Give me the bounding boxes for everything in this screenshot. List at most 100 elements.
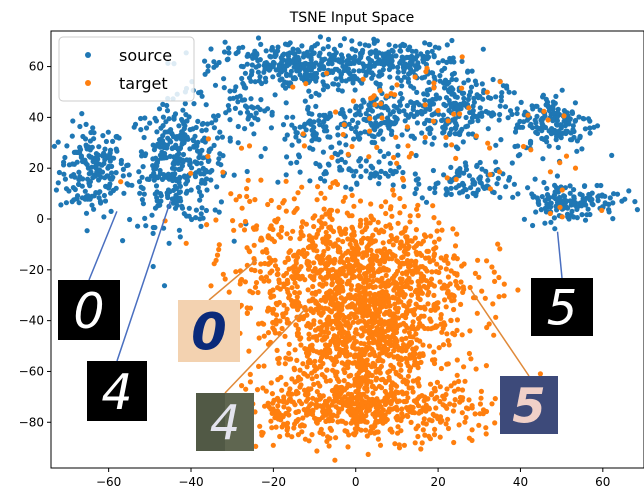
target-point [305,391,311,397]
thumbnail-connector [556,231,563,279]
target-point [428,233,434,239]
target-point [365,362,371,368]
source-point [610,200,616,206]
source-point [249,62,255,68]
target-point [394,281,400,288]
source-point [541,179,547,186]
target-point [337,271,343,277]
target-point [291,209,297,215]
target-point [377,88,383,94]
source-point [199,121,205,127]
source-point [449,37,455,44]
source-point [335,82,341,88]
source-point [318,175,324,182]
target-point [408,285,414,292]
target-point [326,418,332,424]
source-point [295,47,301,53]
source-point [376,131,382,137]
target-point [307,324,313,330]
source-point [399,132,405,138]
target-point [327,378,333,384]
target-point [274,408,281,414]
source-point [502,104,509,110]
target-point [330,180,336,186]
digit-thumbnail-0-target: 0 [178,300,240,363]
source-point [222,39,228,45]
target-point [338,418,344,424]
source-point [348,125,355,132]
source-point [292,76,299,82]
target-point [291,425,297,431]
source-point [498,98,504,104]
target-point [557,160,563,166]
target-point [492,278,498,284]
target-point [299,224,305,230]
source-point [466,173,472,179]
source-point [225,103,231,109]
source-point [311,50,317,56]
target-point [406,355,413,361]
source-point [373,120,379,126]
target-point [314,389,320,395]
source-point [161,144,167,151]
source-point [574,138,581,144]
target-point [352,426,358,432]
target-point [437,419,444,425]
source-point [358,173,364,180]
source-point [211,59,217,65]
source-point [244,109,251,115]
target-point [431,349,437,355]
source-point [554,197,561,203]
source-point [226,50,232,56]
target-point [398,239,404,245]
target-point [442,297,448,303]
target-point [274,347,280,353]
source-point [548,200,554,206]
source-point [199,128,205,134]
target-point [466,350,472,357]
source-point [386,125,392,131]
source-point [91,136,97,142]
target-point [436,345,442,351]
source-point [159,176,166,182]
source-point [358,104,364,110]
target-point [334,376,340,382]
source-point [343,78,349,84]
source-point [408,83,414,89]
target-point [386,374,392,380]
source-point [366,102,372,108]
target-point [311,318,317,324]
source-point [450,55,456,61]
target-point [283,208,289,214]
target-point [350,98,356,104]
target-point [260,249,266,255]
target-point [325,270,332,276]
source-point [353,168,359,174]
source-point [316,162,322,168]
target-point [345,304,351,310]
target-point [321,206,327,212]
target-point [403,251,410,257]
source-point [302,98,308,104]
target-point [451,111,457,117]
target-point [547,169,554,175]
source-point [109,163,115,169]
target-point [382,388,388,395]
source-point [198,223,204,229]
target-point [294,418,300,424]
source-point [473,81,479,88]
target-point [429,269,435,275]
source-point [259,80,265,87]
target-point [390,187,396,193]
target-point [439,227,445,233]
target-point [244,245,250,251]
digit-thumbnail-4-target: 4 [196,393,254,451]
source-point [332,66,338,72]
source-point [564,128,571,134]
target-point [459,85,465,91]
source-point [62,154,68,161]
source-point [308,93,314,100]
source-point [142,215,148,221]
target-point [304,411,310,417]
target-point [387,338,393,344]
